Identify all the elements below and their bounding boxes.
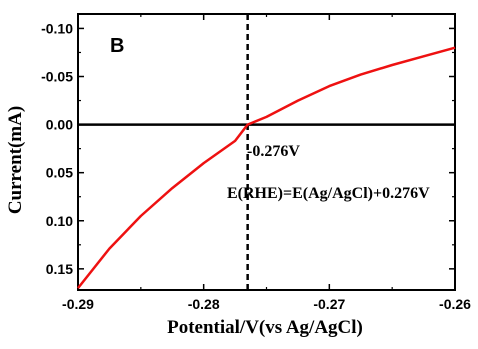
y-tick-label: 0.10: [46, 213, 73, 229]
y-tick-label: 0.15: [46, 261, 73, 277]
y-tick-label: 0.05: [46, 165, 73, 181]
x-tick-label: -0.28: [188, 296, 220, 312]
panel-label: B: [110, 35, 124, 57]
y-tick-label: -0.10: [41, 20, 73, 36]
rhe-conversion-annotation: E(RHE)=E(Ag/AgCl)+0.276V: [227, 185, 430, 202]
x-tick-label: -0.27: [313, 296, 345, 312]
zero-crossing-annotation: -0.276V: [247, 143, 300, 160]
x-tick-label: -0.29: [62, 296, 94, 312]
y-tick-label: -0.05: [41, 69, 73, 85]
y-axis-title: Current(mA): [5, 106, 26, 214]
x-axis-title: Potential/V(vs Ag/AgCl): [167, 317, 363, 338]
y-tick-label: 0.00: [46, 117, 73, 133]
x-tick-label: -0.26: [439, 296, 471, 312]
series-line: [77, 46, 456, 289]
